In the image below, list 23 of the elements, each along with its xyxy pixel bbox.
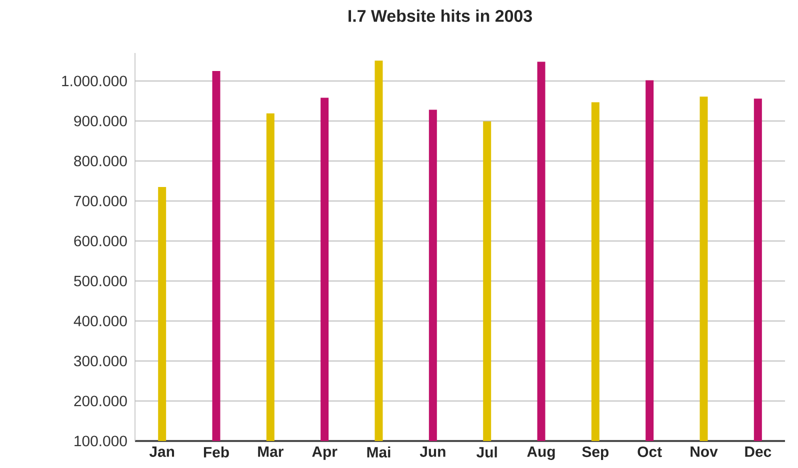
x-tick-label: Jan bbox=[149, 446, 174, 457]
x-tick-label: Jul bbox=[476, 446, 497, 458]
x-tick-label: Feb bbox=[204, 446, 229, 458]
y-tick-label: 200.000 bbox=[74, 396, 127, 406]
x-tick-label: Jun bbox=[420, 446, 446, 457]
y-tick-label: 300.000 bbox=[74, 356, 127, 366]
x-tick-label: Aug bbox=[527, 446, 555, 460]
y-tick-label: 400.000 bbox=[74, 316, 127, 326]
y-tick-label: 900.000 bbox=[74, 116, 127, 126]
x-tick-label: Mar bbox=[258, 446, 284, 457]
x-tick-label: Sep bbox=[582, 446, 609, 460]
y-tick-label: 800.000 bbox=[74, 156, 127, 166]
x-tick-label: Mai bbox=[367, 446, 390, 458]
y-tick-label: 100.000 bbox=[74, 436, 127, 446]
x-tick-label: Apr bbox=[312, 446, 338, 460]
y-tick-label: 500.000 bbox=[74, 276, 127, 286]
chart-title: I.7 Website hits in 2003 bbox=[348, 10, 532, 22]
x-tick-label: Oct bbox=[638, 446, 662, 458]
y-tick-label: 1.000.000 bbox=[62, 76, 127, 86]
y-tick-label: 700.000 bbox=[74, 196, 127, 206]
y-tick-label: 600.000 bbox=[74, 236, 127, 246]
x-tick-label: Dec bbox=[745, 446, 772, 457]
x-tick-label: Nov bbox=[690, 446, 718, 457]
